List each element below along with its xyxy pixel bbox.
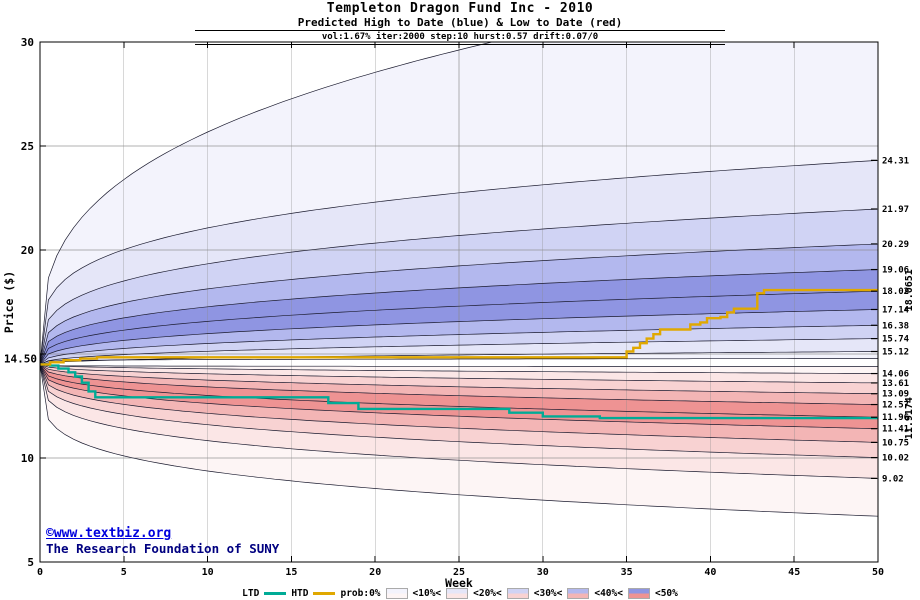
quantile-value-label: 16.38	[882, 321, 909, 331]
quantile-value-label: 12.57	[882, 401, 909, 411]
high_fan-band	[40, 244, 878, 365]
ltd-final-label: 11.9174	[904, 397, 915, 439]
quantile-line	[40, 364, 878, 479]
x-tick-label: 50	[872, 567, 884, 578]
quantile-value-label: 15.74	[882, 335, 910, 345]
quantile-value-label: 11.41	[882, 425, 909, 435]
legend-prob-label: prob:0%	[340, 588, 381, 599]
htd-final-label: 18.0651	[904, 269, 915, 311]
high_fan-band	[40, 269, 878, 365]
watermark: ©www.textbiz.org The Research Foundation…	[46, 526, 280, 556]
legend-htd-label: HTD	[291, 588, 309, 599]
start-price-label: 14.50	[4, 352, 37, 365]
low_fan-band	[40, 364, 878, 418]
legend-band-swatch	[506, 588, 529, 599]
legend-prob-label: <50%	[654, 588, 678, 599]
quantile-value-label: 9.02	[882, 474, 904, 484]
quantile-line	[40, 364, 878, 517]
quantile-line	[40, 351, 878, 365]
quantile-line	[40, 358, 878, 365]
watermark-link[interactable]: ©www.textbiz.org	[46, 526, 172, 541]
quantile-value-label: 10.75	[882, 438, 909, 448]
quantile-line	[40, 338, 878, 365]
x-axis-title: Week	[445, 576, 473, 590]
low_fan-band	[40, 364, 878, 405]
quantile-value-label: 17.14	[882, 305, 910, 315]
quantile-value-label: 18.02	[882, 287, 909, 297]
quantile-line	[40, 364, 878, 430]
legend-band-swatch	[446, 588, 469, 599]
legend-prob-label: <30%<	[533, 588, 563, 599]
quantile-line	[40, 364, 878, 374]
high_fan-band	[40, 160, 878, 365]
legend-ltd-label: LTD	[242, 588, 260, 599]
quantile-value-label: 13.61	[882, 379, 909, 389]
quantile-value-label: 19.06	[882, 266, 909, 276]
x-tick-label: 0	[37, 567, 43, 578]
x-tick-label: 45	[788, 567, 800, 578]
high_fan-band	[40, 309, 878, 365]
quantile-value-label: 20.29	[882, 240, 909, 250]
high_fan-band	[40, 42, 878, 365]
legend-band-swatch	[385, 588, 408, 599]
quantile-line	[40, 42, 494, 365]
y-tick-label: 20	[21, 244, 34, 257]
quantile-line	[40, 160, 878, 365]
y-tick-label: 5	[27, 556, 34, 569]
quantile-value-label: 15.12	[882, 348, 909, 358]
x-tick-label: 25	[453, 567, 465, 578]
quantile-line	[40, 364, 878, 384]
quantile-line	[40, 324, 878, 365]
quantile-line	[40, 364, 878, 395]
quantile-line	[40, 364, 878, 405]
quantile-value-label: 14.06	[882, 370, 909, 380]
y-axis-title: Price ($)	[2, 271, 16, 333]
x-tick-label: 15	[285, 567, 297, 578]
htd-line	[40, 288, 878, 366]
legend: LTD HTD prob:0% <10%< <20%< <30%< <40%< <50%	[0, 588, 920, 599]
high_fan-band	[40, 291, 878, 365]
axis-ticks	[39, 41, 879, 563]
legend-ltd-line-swatch	[264, 592, 287, 595]
legend-prob-label: <20%<	[473, 588, 502, 599]
quantile-line	[40, 269, 878, 365]
quantile-value-label: 11.96	[882, 413, 909, 423]
quantile-line	[40, 364, 878, 367]
x-tick-label: 20	[369, 567, 381, 578]
x-tick-label: 35	[621, 567, 633, 578]
y-tick-label: 25	[21, 140, 34, 153]
high_fan-band	[40, 209, 878, 365]
quantile-line	[40, 290, 878, 365]
y-tick-label: 10	[21, 452, 34, 465]
quantile-value-label: 21.97	[882, 205, 909, 215]
gridlines	[40, 42, 878, 562]
quantile-value-label: 13.09	[882, 390, 909, 400]
x-tick-label: 10	[202, 567, 214, 578]
x-tick-label: 40	[704, 567, 716, 578]
quantile-line	[40, 309, 878, 365]
legend-band-swatch	[627, 588, 650, 599]
legend-prob-label: <40%<	[594, 588, 623, 599]
watermark-org: The Research Foundation of SUNY	[46, 540, 280, 556]
quantile-line	[40, 364, 878, 443]
quantile-line	[40, 364, 878, 418]
quantile-line	[40, 208, 878, 365]
quantile-value-label: 10.02	[882, 454, 909, 464]
quantile-line	[40, 364, 878, 458]
legend-htd-line-swatch	[313, 592, 336, 595]
legend-band-swatch	[567, 588, 590, 599]
low_fan-band	[40, 364, 878, 517]
legend-prob-label: <10%<	[412, 588, 442, 599]
x-tick-label: 5	[121, 567, 127, 578]
ltd-line	[40, 363, 878, 420]
x-tick-label: 30	[537, 567, 549, 578]
quantile-line	[40, 243, 878, 365]
quantile-lines	[40, 42, 878, 517]
quantile-value-label: 24.31	[882, 156, 909, 166]
y-tick-label: 30	[21, 36, 34, 49]
